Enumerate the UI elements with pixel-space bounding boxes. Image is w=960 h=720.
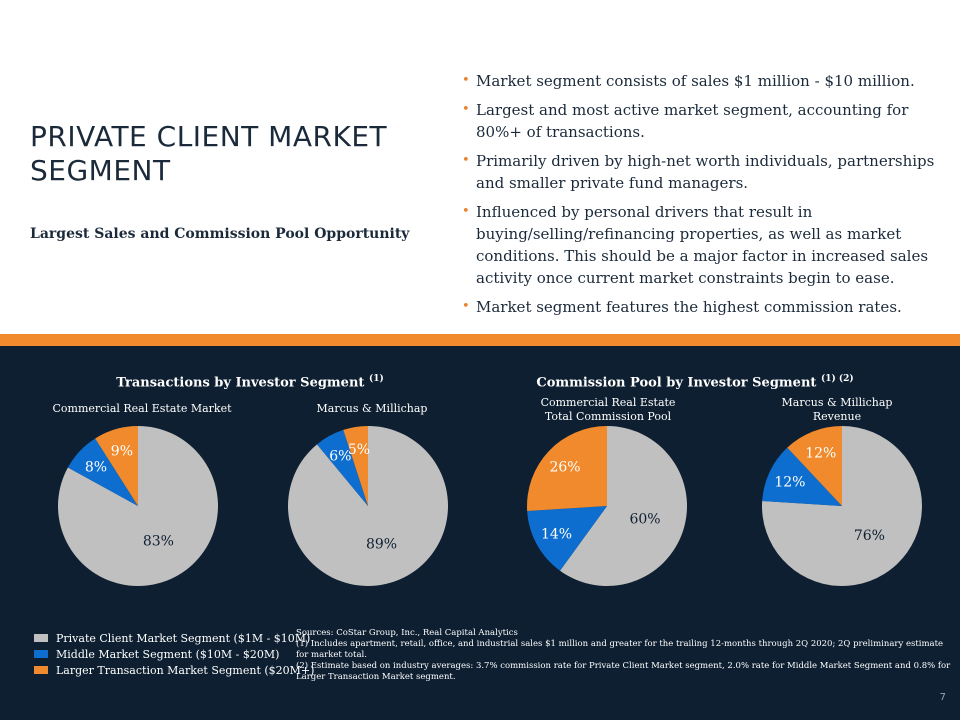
pie-1-slice-middle [67,438,138,506]
legend-label-larger: Larger Transaction Market Segment ($20M+… [56,663,315,677]
bullet-text: Influenced by personal drivers that resu… [476,203,929,287]
pie-2-slice-middle [317,429,368,506]
legend-swatch-private [34,634,48,642]
pie-4-title-line1: Marcus & Millichap [781,396,893,409]
pie-2-slice-larger [343,426,368,506]
pie-4-slice-private [762,425,923,586]
legend-item-middle: Middle Market Segment ($10M - $20M) [34,646,314,662]
legend-label-private: Private Client Market Segment ($1M - $10… [56,631,311,645]
bullet-icon: • [462,153,470,168]
pie-4-label-middle: 12% [774,475,805,491]
orange-divider [0,334,960,346]
pie-4-label-larger: 12% [805,445,836,461]
pie-4-title: Marcus & Millichap Revenue [737,396,937,424]
bullet-item: • Influenced by personal drivers that res… [458,201,948,289]
pie-4-label-private: 76% [854,528,885,544]
legend-swatch-larger [34,666,48,674]
pie-2-slice-private [288,426,449,586]
bullet-item: • Market segment features the highest com… [458,296,948,318]
bullet-item: • Largest and most active market segment,… [458,99,948,143]
pie-4-title-line2: Revenue [812,410,862,423]
pie-4-slice-larger [787,426,842,506]
pie-1-title: Commercial Real Estate Market [52,402,232,415]
page-number: 7 [939,692,946,703]
legend-label-middle: Middle Market Segment ($10M - $20M) [56,647,280,661]
pie-3-title-line2: Total Commission Pool [544,410,672,423]
pie-3-slice-larger [527,426,607,512]
bullet-item: • Primarily driven by high-net worth indi… [458,150,948,194]
page-subtitle: Largest Sales and Commission Pool Opport… [30,226,410,242]
pie-2-title: Marcus & Millichap [316,402,428,415]
bullet-list: • Market segment consists of sales $1 mil… [458,70,948,325]
pie-3-slice-middle [527,506,607,571]
transactions-chart-title: Transactions by Investor Segment (1) [0,374,500,390]
bullet-text: Market segment features the highest comm… [476,298,902,316]
page-title: PRIVATE CLIENT MARKET SEGMENT [30,120,430,188]
pie-1-slice-larger [95,426,138,506]
page-title-line2: SEGMENT [30,154,171,187]
legend-swatch-middle [34,650,48,658]
footnote-2: (2) Estimate based on industry averages:… [296,661,951,682]
pie-3-label-private: 60% [629,511,660,527]
pie-1-label-larger: 9% [111,444,133,460]
pie-1-label-private: 83% [143,533,174,549]
bullet-icon: • [462,204,470,219]
pie-2-label-middle: 6% [329,449,351,465]
pie-3-title-line1: Commercial Real Estate [540,396,676,409]
legend-item-private: Private Client Market Segment ($1M - $10… [34,630,314,646]
sources-footnote: Sources: CoStar Group, Inc., Real Capita… [296,628,956,683]
bullet-item: • Market segment consists of sales $1 mil… [458,70,948,92]
pie-1-slice-private [58,426,219,587]
bullet-text: Largest and most active market segment, … [476,101,909,141]
transactions-title-text: Transactions by Investor Segment [116,375,365,391]
bullet-text: Primarily driven by high-net worth indiv… [476,152,935,192]
chart-legend: Private Client Market Segment ($1M - $10… [34,630,314,678]
commission-title-note: (1) (2) [820,374,854,384]
pie-3-slice-private [559,426,688,586]
bullet-text: Market segment consists of sales $1 mill… [476,72,915,90]
legend-item-larger: Larger Transaction Market Segment ($20M+… [34,662,314,678]
bullet-icon: • [462,102,470,117]
pie-4-slice-middle [762,447,842,506]
page-title-line1: PRIVATE CLIENT MARKET [30,120,388,153]
pie-1-label-middle: 8% [85,460,107,476]
pie-3-label-larger: 26% [549,460,580,476]
bullet-icon: • [462,299,470,314]
pie-3-title: Commercial Real Estate Total Commission … [508,396,708,424]
commission-title-text: Commission Pool by Investor Segment [536,375,817,391]
commission-chart-title: Commission Pool by Investor Segment (1) … [445,374,945,390]
bullet-icon: • [462,73,470,88]
pie-2-label-private: 89% [366,537,397,553]
pie-3-label-middle: 14% [541,527,572,543]
pie-2-label-larger: 5% [348,442,370,458]
sources-line: Sources: CoStar Group, Inc., Real Capita… [296,628,518,638]
transactions-title-note: (1) [368,374,384,384]
footnote-1: (1) Includes apartment, retail, office, … [296,639,944,660]
